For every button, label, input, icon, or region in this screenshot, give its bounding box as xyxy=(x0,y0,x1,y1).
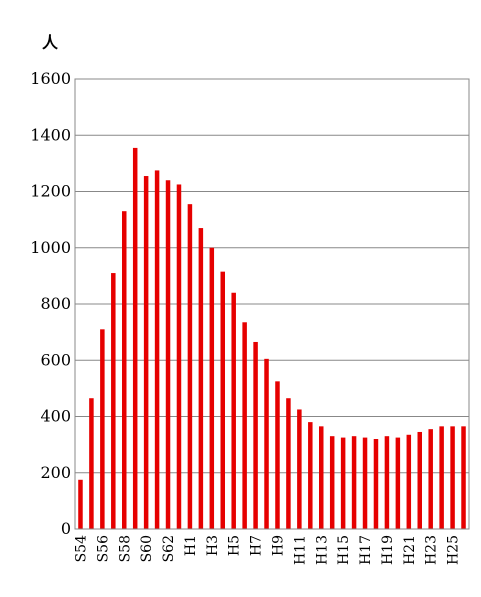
bars xyxy=(78,147,466,529)
x-tick-label: S54 xyxy=(73,535,89,562)
bar-H17 xyxy=(362,437,368,529)
bar-H22 xyxy=(417,431,422,529)
y-tick-label: 1000 xyxy=(30,238,71,257)
bar-H19 xyxy=(384,436,390,529)
bar-H12 xyxy=(308,422,313,529)
bar-S58 xyxy=(122,211,127,529)
bar-H9 xyxy=(275,381,280,529)
x-tick-label: H5 xyxy=(227,535,243,556)
y-axis-tick-labels: 0 200 400 600 800 1000 1200 1400 1600 xyxy=(30,69,71,538)
bar-H2 xyxy=(198,228,204,529)
x-tick-label: S56 xyxy=(95,535,111,562)
x-tick-label: H3 xyxy=(205,535,221,556)
x-tick-label: H1 xyxy=(183,535,199,556)
x-tick-label: H25 xyxy=(446,535,462,565)
bar-H1 xyxy=(187,204,193,529)
bar-S62 xyxy=(165,180,171,529)
x-tick-label: H13 xyxy=(314,535,330,565)
bar-H4 xyxy=(220,271,225,529)
x-axis-tick-labels: S54 S56 S58 S60 S62 H1 H3 H5 H7 H9 H11 H13 H15 H17 H19… xyxy=(73,535,461,565)
bar-S61 xyxy=(154,170,160,529)
bar-S59 xyxy=(132,147,138,529)
bar-H10 xyxy=(286,398,291,529)
y-tick-label: 0 xyxy=(61,519,71,538)
y-tick-label: 1400 xyxy=(30,125,71,144)
x-tick-label: H17 xyxy=(358,535,374,565)
x-tick-label: H7 xyxy=(249,535,265,556)
x-tick-label: H9 xyxy=(270,535,286,556)
bar-H6 xyxy=(242,322,247,529)
bar-H24 xyxy=(439,426,444,529)
bar-H25 xyxy=(450,426,455,529)
bar-S57 xyxy=(111,273,116,529)
bar-S56 xyxy=(100,329,105,529)
bar-H13 xyxy=(319,426,324,529)
y-tick-label: 600 xyxy=(40,350,71,369)
bar-H5 xyxy=(231,292,236,529)
bar-H11 xyxy=(297,409,302,529)
y-tick-label: 800 xyxy=(40,294,71,313)
x-tick-label: H21 xyxy=(402,535,418,565)
y-tick-label: 1600 xyxy=(30,69,71,88)
bar-H26 xyxy=(461,426,466,529)
x-tick-label: S62 xyxy=(161,535,177,562)
x-tick-label: S60 xyxy=(139,535,155,562)
bar-H23 xyxy=(428,429,433,529)
bar-H21 xyxy=(406,434,412,529)
bar-H3 xyxy=(209,247,215,529)
x-tick-label: S58 xyxy=(117,535,133,562)
bar-H8 xyxy=(264,358,269,529)
x-tick-label: H11 xyxy=(292,535,308,565)
y-axis-unit-label: 人 xyxy=(42,33,59,52)
bar-H18 xyxy=(373,439,379,529)
x-tick-label: H23 xyxy=(424,535,440,565)
bar-S55 xyxy=(89,398,94,529)
bar-H20 xyxy=(395,437,401,529)
y-tick-label: 1200 xyxy=(30,182,71,201)
bar-H15 xyxy=(340,437,346,529)
bar-H14 xyxy=(329,436,335,529)
bar-S60 xyxy=(143,176,149,529)
bar-H16 xyxy=(351,436,357,529)
bar-S54 xyxy=(78,479,83,529)
plot-area-border xyxy=(74,78,470,530)
bar-H7 xyxy=(253,341,258,529)
bar-S63 xyxy=(176,184,182,529)
y-tick-label: 200 xyxy=(40,463,71,482)
y-tick-label: 400 xyxy=(40,407,71,426)
x-tick-label: H19 xyxy=(380,535,396,565)
x-tick-label: H15 xyxy=(336,535,352,565)
